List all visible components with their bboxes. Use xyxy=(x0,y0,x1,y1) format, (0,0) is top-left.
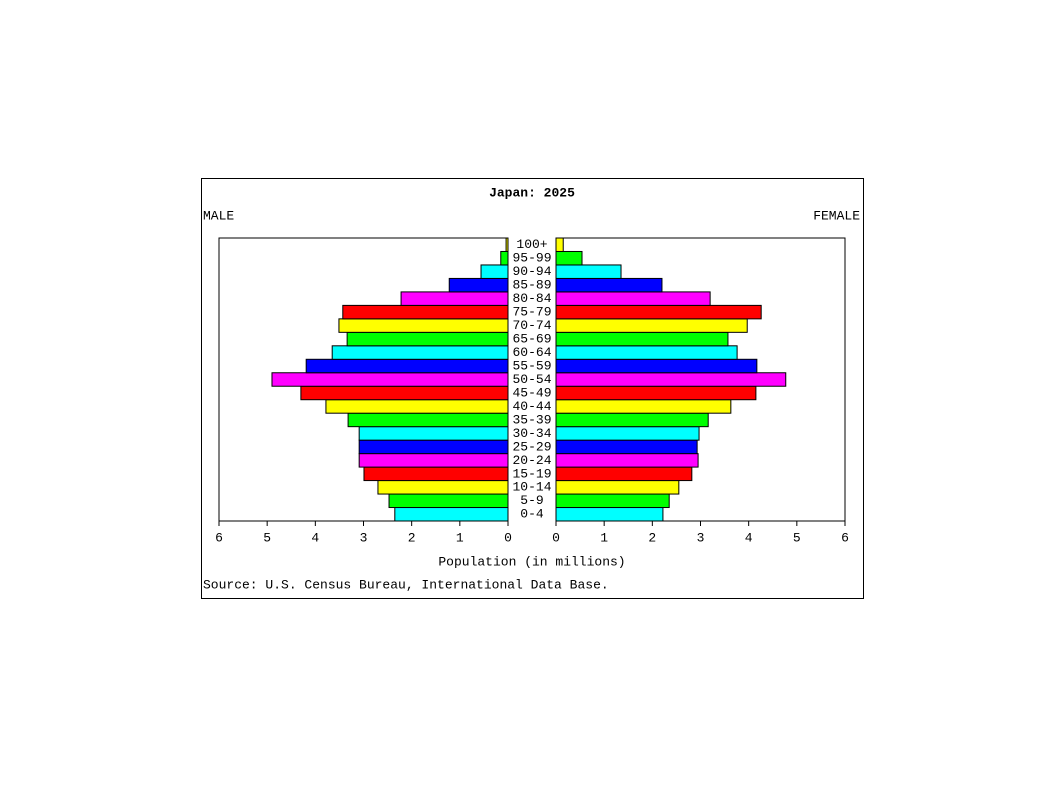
x-tick-label: 5 xyxy=(793,530,801,545)
age-label: 45-49 xyxy=(512,385,551,400)
bar xyxy=(358,439,509,455)
age-label: 90-94 xyxy=(512,264,551,279)
age-label: 95-99 xyxy=(512,251,551,266)
bar xyxy=(555,385,757,401)
bar xyxy=(400,291,509,306)
bar xyxy=(358,426,509,441)
age-label: 20-24 xyxy=(512,453,551,468)
age-label: 100+ xyxy=(516,237,547,252)
x-tick-label: 4 xyxy=(745,530,753,545)
bar xyxy=(346,331,509,347)
x-tick-label: 0 xyxy=(504,530,512,545)
x-tick-label: 1 xyxy=(600,530,608,545)
bar xyxy=(342,304,509,320)
x-tick-label: 3 xyxy=(360,530,368,545)
x-axis-title: Population (in millions) xyxy=(438,554,625,569)
x-tick-label: 2 xyxy=(408,530,416,545)
age-label: 25-29 xyxy=(512,439,551,454)
bar xyxy=(505,237,509,252)
age-label: 85-89 xyxy=(512,278,551,293)
age-label: 5-9 xyxy=(520,493,543,508)
age-label: 70-74 xyxy=(512,318,551,333)
bar xyxy=(555,345,738,360)
chart-title: Japan: 2025 xyxy=(489,185,575,200)
bar xyxy=(555,277,663,293)
x-tick-label: 2 xyxy=(648,530,656,545)
bar xyxy=(448,277,509,293)
bar xyxy=(555,358,758,374)
bar xyxy=(555,480,680,495)
bar xyxy=(555,399,732,414)
bar xyxy=(377,480,509,495)
age-label: 75-79 xyxy=(512,305,551,320)
x-tick-label: 6 xyxy=(841,530,849,545)
age-label: 55-59 xyxy=(512,358,551,373)
left-label: MALE xyxy=(203,208,234,223)
bar xyxy=(555,439,698,455)
bar xyxy=(555,466,693,482)
bar xyxy=(331,345,509,360)
bar xyxy=(358,453,509,468)
bar xyxy=(555,318,748,333)
bar xyxy=(555,412,709,428)
x-tick-label: 6 xyxy=(215,530,223,545)
x-tick-label: 0 xyxy=(552,530,560,545)
x-tick-label: 1 xyxy=(456,530,464,545)
bar xyxy=(325,399,509,414)
bar xyxy=(500,250,509,266)
x-tick-label: 4 xyxy=(311,530,319,545)
bar xyxy=(480,264,509,279)
age-label: 0-4 xyxy=(520,507,544,522)
bar xyxy=(300,385,509,401)
age-label: 40-44 xyxy=(512,399,551,414)
bar xyxy=(555,250,583,266)
right-label: FEMALE xyxy=(813,208,860,223)
source-note: Source: U.S. Census Bureau, Internationa… xyxy=(203,577,609,592)
bar xyxy=(555,493,670,509)
bar xyxy=(388,493,509,509)
age-label: 10-14 xyxy=(512,480,551,495)
bar xyxy=(555,426,700,441)
bar xyxy=(394,507,509,522)
x-tick-label: 5 xyxy=(263,530,271,545)
age-label: 65-69 xyxy=(512,332,551,347)
age-label: 15-19 xyxy=(512,466,551,481)
bar xyxy=(555,237,564,252)
bar xyxy=(555,291,711,306)
x-tick-label: 3 xyxy=(697,530,705,545)
bar xyxy=(271,372,509,387)
bar xyxy=(555,453,699,468)
bar xyxy=(555,304,762,320)
bar xyxy=(338,318,509,333)
bar xyxy=(555,507,664,522)
bar xyxy=(555,372,787,387)
bar xyxy=(363,466,509,482)
age-label: 80-84 xyxy=(512,291,551,306)
age-label: 50-54 xyxy=(512,372,551,387)
bar xyxy=(555,331,729,347)
age-label: 60-64 xyxy=(512,345,551,360)
bar xyxy=(555,264,622,279)
age-label: 35-39 xyxy=(512,412,551,427)
age-label: 30-34 xyxy=(512,426,551,441)
bar xyxy=(305,358,509,374)
bar xyxy=(347,412,509,428)
